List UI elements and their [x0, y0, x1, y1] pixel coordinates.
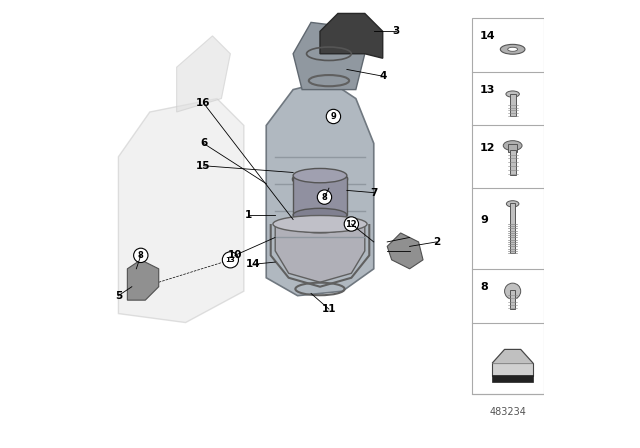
- Ellipse shape: [506, 91, 520, 97]
- Polygon shape: [266, 81, 374, 296]
- Text: 1: 1: [244, 210, 252, 220]
- Circle shape: [344, 217, 358, 231]
- Polygon shape: [320, 13, 383, 58]
- Text: 8: 8: [138, 251, 143, 260]
- Polygon shape: [293, 22, 365, 90]
- Bar: [472, 18, 544, 394]
- Bar: [493, 363, 532, 376]
- Text: 16: 16: [196, 98, 211, 108]
- Circle shape: [222, 252, 239, 268]
- Ellipse shape: [291, 215, 349, 233]
- Ellipse shape: [293, 208, 347, 222]
- Text: 12: 12: [346, 220, 357, 228]
- Text: 9: 9: [480, 215, 488, 224]
- Text: 12: 12: [480, 143, 495, 153]
- Circle shape: [504, 283, 521, 299]
- Bar: [510, 203, 515, 253]
- Polygon shape: [177, 36, 230, 112]
- Bar: [509, 94, 516, 116]
- Circle shape: [317, 190, 332, 204]
- Ellipse shape: [293, 168, 347, 183]
- Text: 13: 13: [480, 85, 495, 95]
- Ellipse shape: [273, 215, 367, 233]
- Text: 2: 2: [433, 237, 440, 247]
- Bar: [510, 290, 515, 309]
- Text: 14: 14: [246, 259, 260, 269]
- Text: 483234: 483234: [490, 407, 527, 417]
- Text: 8: 8: [322, 193, 327, 202]
- Ellipse shape: [508, 47, 518, 52]
- Bar: [509, 150, 516, 175]
- Text: 10: 10: [228, 250, 242, 260]
- Bar: [508, 144, 517, 152]
- Bar: [293, 177, 347, 215]
- Ellipse shape: [500, 44, 525, 54]
- Text: 15: 15: [196, 161, 211, 171]
- Text: 9: 9: [331, 112, 336, 121]
- Polygon shape: [118, 99, 244, 323]
- Polygon shape: [387, 233, 423, 269]
- Text: 7: 7: [370, 188, 378, 198]
- Ellipse shape: [503, 141, 522, 151]
- Circle shape: [326, 109, 340, 124]
- Text: 5: 5: [115, 291, 122, 301]
- Text: 8: 8: [480, 282, 488, 292]
- Text: 14: 14: [480, 31, 495, 41]
- Text: 11: 11: [322, 304, 336, 314]
- Text: 3: 3: [392, 26, 400, 36]
- Circle shape: [134, 248, 148, 263]
- Text: 4: 4: [379, 71, 387, 81]
- Text: 13: 13: [225, 257, 236, 263]
- Polygon shape: [493, 349, 532, 363]
- Polygon shape: [275, 224, 365, 282]
- Text: 6: 6: [200, 138, 207, 148]
- Ellipse shape: [506, 201, 519, 207]
- Polygon shape: [127, 260, 159, 300]
- Ellipse shape: [300, 218, 340, 229]
- Bar: [493, 375, 532, 382]
